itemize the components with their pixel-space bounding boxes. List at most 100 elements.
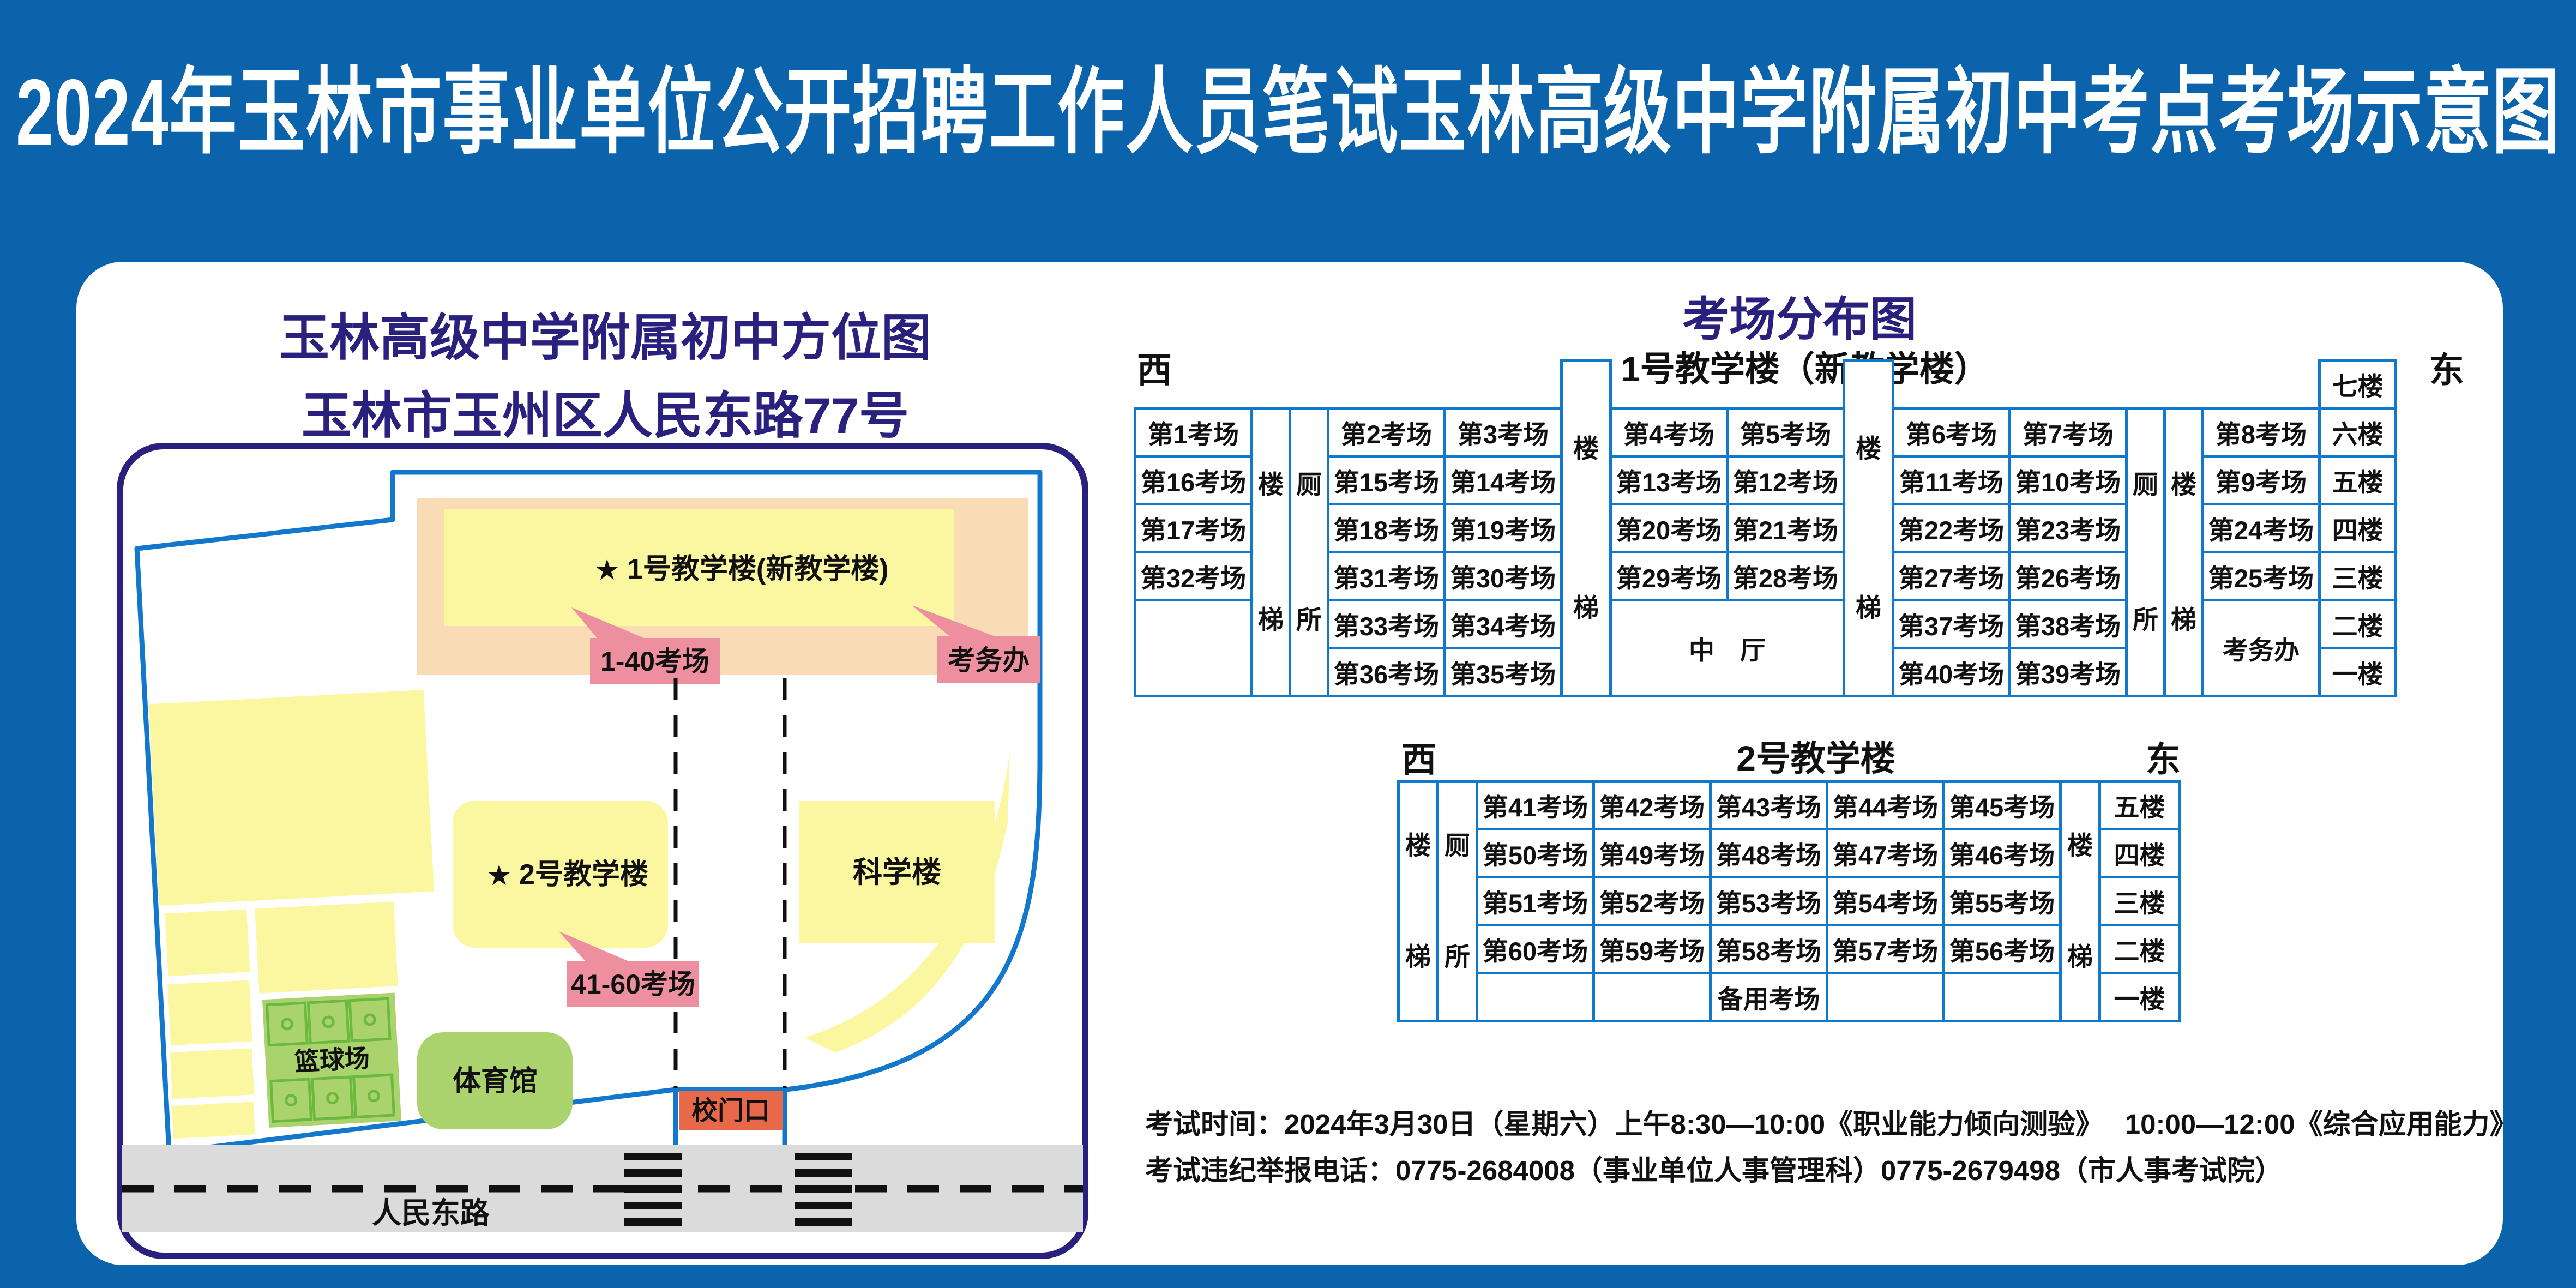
building2-block <box>453 801 668 948</box>
building2-tag <box>567 961 699 1007</box>
gymnasium-block <box>417 1032 573 1129</box>
exam-room-cell: 第6考场 <box>1892 407 2011 458</box>
exam-room-cell: 第37考场 <box>1892 599 2011 649</box>
empty-cell <box>1134 599 1253 697</box>
exam-room-cell: 第4考场 <box>1609 407 1729 458</box>
exam-room-cell: 第18考场 <box>1327 503 1446 553</box>
school-gate-label: 校门口 <box>691 1097 770 1126</box>
building1-table-title: 1号教学楼（新教学楼） <box>1621 350 1989 389</box>
empty-cell <box>1592 972 1712 1022</box>
exam-room-cell: 第31考场 <box>1327 551 1446 601</box>
exam-room-cell: 第33考场 <box>1327 599 1446 649</box>
floor-label-cell: 四楼 <box>2098 828 2181 878</box>
exam-room-cell: 第27考场 <box>1892 551 2011 601</box>
exam-room-cell: 第10考场 <box>2008 455 2128 505</box>
floor-label-cell: 五楼 <box>2098 780 2181 830</box>
exam-office-cell: 考务办 <box>2201 599 2321 697</box>
building2-tag-pointer <box>559 931 635 964</box>
exam-room-cell: 第23考场 <box>2008 503 2128 553</box>
exam-room-cell: 第35考场 <box>1443 647 1563 697</box>
building1-west-label: 西 <box>1137 351 1172 390</box>
exam-room-cell: 备用考场 <box>1709 972 1828 1022</box>
building1-star-icon: ★ <box>594 555 620 586</box>
floor-label-cell: 三楼 <box>2098 876 2181 926</box>
exam-room-cell: 第41考场 <box>1476 780 1595 830</box>
map-title-line2: 玉林市玉州区人民东路77号 <box>301 388 910 444</box>
building2-star-icon: ★ <box>486 860 512 892</box>
exam-room-cell: 第54考场 <box>1826 876 1945 926</box>
stair-cell: 楼梯 <box>1250 407 1291 697</box>
exam-room-cell: 第40考场 <box>1892 647 2011 697</box>
building1-block <box>444 509 954 626</box>
empty-cell <box>1476 972 1595 1022</box>
exam-room-cell: 第50考场 <box>1476 828 1595 878</box>
building1-tag-label: 1-40考场 <box>600 646 709 677</box>
stair-cell: 楼梯 <box>2163 407 2204 697</box>
school-gate <box>679 1091 783 1130</box>
hall-cell: 中 厅 <box>1609 599 1845 697</box>
exam-office-tag-pointer <box>912 605 1002 639</box>
exam-room-cell: 第8考场 <box>2201 407 2321 458</box>
exam-room-cell: 第32考场 <box>1134 551 1253 601</box>
empty-cell <box>1942 972 2062 1022</box>
exam-room-cell: 第22考场 <box>1892 503 2011 553</box>
building2-table-title: 2号教学楼 <box>1736 739 1895 778</box>
floor-label-cell: 二楼 <box>2098 924 2181 974</box>
exam-room-cell: 第51考场 <box>1476 876 1595 926</box>
floor-label-cell: 四楼 <box>2318 503 2397 553</box>
page-title: 2024年玉林市事业单位公开招聘工作人员笔试玉林高级中学附属初中考点考场示意图 <box>15 60 2561 165</box>
exam-office-tag <box>937 636 1040 683</box>
west-buildings-group: 篮球场 <box>148 689 434 1139</box>
exam-room-cell: 第20考场 <box>1609 503 1729 553</box>
exam-room-cell: 第48考场 <box>1709 828 1828 878</box>
west-building-block <box>165 909 250 977</box>
science-building-label: 科学楼 <box>853 856 941 889</box>
exam-room-cell: 第28考场 <box>1726 551 1845 601</box>
floor-label-cell: 六楼 <box>2318 407 2397 458</box>
floor-label-cell: 三楼 <box>2318 551 2397 601</box>
basketball-field <box>262 992 401 1128</box>
exam-room-cell: 第1考场 <box>1134 407 1253 458</box>
building1-tag-pointer <box>571 607 652 641</box>
right-yellow-area <box>804 751 1010 1052</box>
building2-east-label: 东 <box>2146 740 2181 779</box>
exam-room-cell: 第52考场 <box>1592 876 1712 926</box>
distribution-title: 考场分布图 <box>1682 293 1917 346</box>
exam-room-cell: 第26考场 <box>2008 551 2128 601</box>
exam-room-cell: 第46考场 <box>1942 828 2062 878</box>
building2-tag-label: 41-60考场 <box>571 969 695 1000</box>
exam-room-cell: 第19考场 <box>1443 503 1563 553</box>
exam-room-cell: 第56考场 <box>1942 924 2062 974</box>
exam-room-cell: 第39考场 <box>2008 647 2128 697</box>
exam-room-cell: 第59考场 <box>1592 924 1712 974</box>
building1-tag <box>590 638 720 684</box>
stair-cell: 楼梯 <box>1560 359 1612 697</box>
exam-office-tag-label: 考务办 <box>948 645 1030 676</box>
building1-east-label: 东 <box>2429 351 2464 390</box>
toilet-cell: 厕所 <box>1289 407 1329 697</box>
exam-room-cell: 第16考场 <box>1134 455 1253 505</box>
exam-room-cell: 第36考场 <box>1327 647 1446 697</box>
exam-room-cell: 第21考场 <box>1726 503 1845 553</box>
building1-label: 1号教学楼(新教学楼) <box>627 553 889 585</box>
exam-room-cell: 第55考场 <box>1942 876 2062 926</box>
exam-room-cell: 第9考场 <box>2201 455 2321 505</box>
basketball-label: 篮球场 <box>294 1044 371 1076</box>
building2-west-label: 西 <box>1401 740 1436 779</box>
stair-cell: 楼梯 <box>2059 780 2101 1022</box>
toilet-cell: 厕所 <box>1436 780 1478 1022</box>
map-title-line1: 玉林高级中学附属初中方位图 <box>279 310 931 366</box>
exam-room-cell: 第38考场 <box>2008 599 2128 649</box>
floor-label-cell: 二楼 <box>2318 599 2397 649</box>
toilet-cell: 厕所 <box>2125 407 2166 697</box>
crosswalk-right <box>795 1153 852 1226</box>
exam-room-cell: 第2考场 <box>1327 407 1446 458</box>
west-building-block <box>170 1048 255 1099</box>
west-building-block <box>171 1102 255 1139</box>
basketball-courts <box>265 997 395 1123</box>
stair-cell: 楼梯 <box>1397 780 1439 1022</box>
report-phone-note: 考试违纪举报电话：0775-2684008（事业单位人事管理科）0775-267… <box>1145 1155 2283 1186</box>
exam-room-cell: 第58考场 <box>1709 924 1828 974</box>
west-building-block <box>255 901 398 994</box>
